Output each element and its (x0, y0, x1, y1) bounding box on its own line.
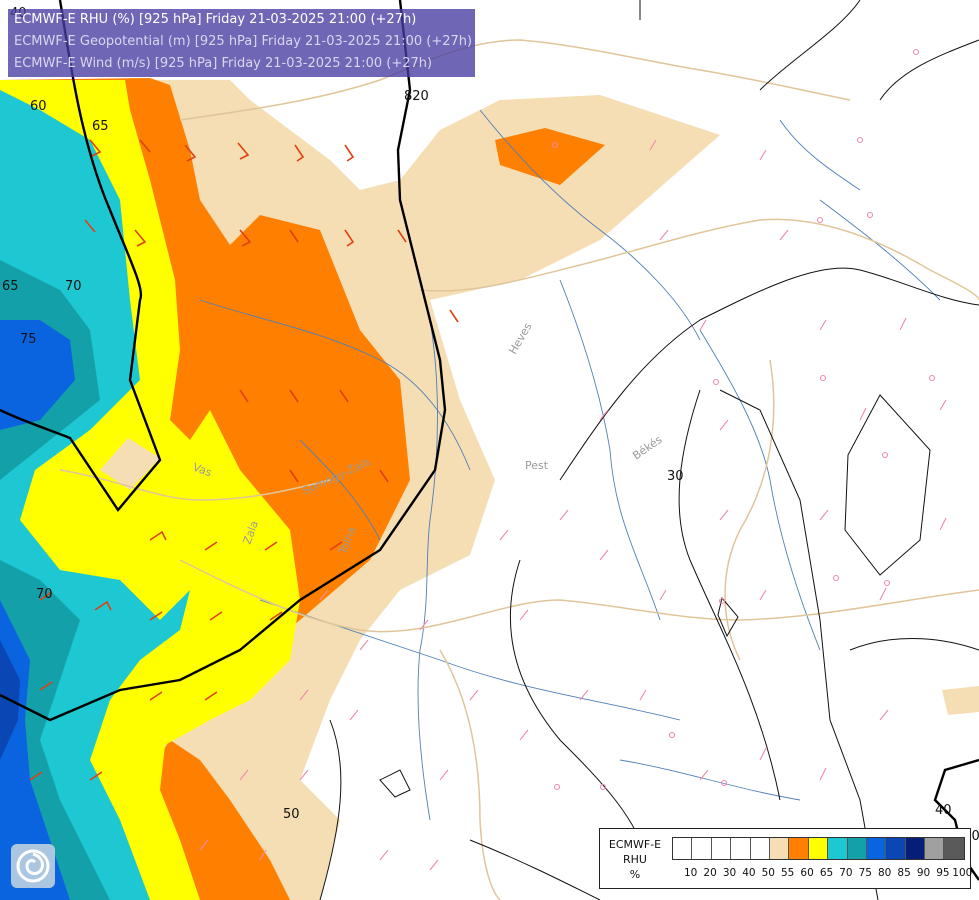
contour-label-rhu: 70 (36, 587, 53, 602)
legend-swatch (808, 838, 829, 859)
legend-title: ECMWF-E RHU % (604, 837, 666, 882)
contour-label-rhu: 70 (65, 279, 82, 294)
legend-swatch (847, 838, 867, 859)
legend-swatch (769, 838, 790, 859)
contour-label-rhu: 65 (2, 279, 19, 294)
legend-tick-label: 100 (952, 867, 973, 879)
contour-label-rhu: 50 (283, 807, 300, 822)
legend-swatch (750, 838, 770, 859)
thin-contours (319, 0, 979, 900)
legend-title-line: RHU (623, 853, 647, 866)
contour-label-geopotential: 820 (404, 89, 429, 104)
title-rhu: ECMWF-E RHU (%) [925 hPa] Friday 21-03-2… (14, 12, 417, 27)
legend-swatches (672, 837, 965, 860)
legend-tick-label: 10 (684, 867, 698, 879)
legend-tick-label: 85 (897, 867, 911, 879)
legend-tick-label: 55 (781, 867, 795, 879)
legend-swatch (731, 838, 751, 859)
borders-layer (59, 39, 979, 900)
contour-label-geopotential: 30 (667, 469, 684, 484)
title-wind: ECMWF-E Wind (m/s) [925 hPa] Friday 21-0… (14, 56, 433, 71)
legend-swatch (944, 838, 964, 859)
title-geopotential: ECMWF-E Geopotential (m) [925 hPa] Frida… (14, 34, 473, 49)
contour-label-rhu: 60 (30, 99, 47, 114)
legend-tick-label: 65 (819, 867, 834, 879)
legend-swatch (692, 838, 712, 859)
legend-tick-label: 70 (839, 867, 853, 879)
map-title-box: ECMWF-E RHU (%) [925 hPa] Friday 21-03-2… (8, 9, 475, 77)
contour-label-rhu: 65 (92, 119, 109, 134)
place-label-pest: Pest (525, 459, 549, 472)
legend-title-line: % (629, 868, 641, 881)
legend-swatch (866, 838, 887, 859)
legend-tick-label: 60 (800, 867, 814, 879)
contour-label-rhu: 75 (20, 332, 37, 347)
legend-tick-label: 20 (703, 867, 717, 879)
legend-tick-label: 80 (878, 867, 892, 879)
wind-barbs-red (29, 139, 459, 781)
rhu-area-65-nw (0, 90, 55, 200)
legend-tick-label: 30 (722, 867, 737, 879)
legend-tick-label: 90 (916, 867, 931, 879)
rivers-layer (199, 109, 941, 821)
legend-tick-label: 95 (936, 867, 950, 879)
legend-tick-label: 40 (742, 867, 756, 879)
legend-swatch (711, 838, 732, 859)
legend-swatch (925, 838, 945, 859)
legend-swatch (789, 838, 809, 859)
place-label-heves: Heves (506, 320, 534, 356)
rhu-area-75 (0, 320, 75, 430)
ecmwf-swirl-icon (11, 844, 55, 888)
place-label-vas: Vas (191, 461, 214, 480)
rhu-area-55-ne (495, 128, 605, 185)
rhu-area-50-east (942, 686, 979, 715)
legend-swatch (828, 838, 848, 859)
legend-tick-label: 50 (761, 867, 775, 879)
legend-swatch (905, 838, 926, 859)
legend-swatch (673, 838, 693, 859)
contour-label-geopotential: 40 (935, 803, 952, 818)
place-label-bekes: Békés (630, 433, 665, 463)
legend-title-line: ECMWF-E (608, 838, 662, 851)
wind-barbs-pink (199, 48, 947, 871)
legend-tick-label: 75 (858, 867, 872, 879)
rhu-fill-layer (0, 78, 979, 900)
rhu-legend: ECMWF-E RHU % 10 20 30 40 50 55 60 65 70 75 80 85 90… (599, 828, 973, 889)
legend-swatch (886, 838, 906, 859)
rhu-hole-50 (100, 438, 160, 490)
